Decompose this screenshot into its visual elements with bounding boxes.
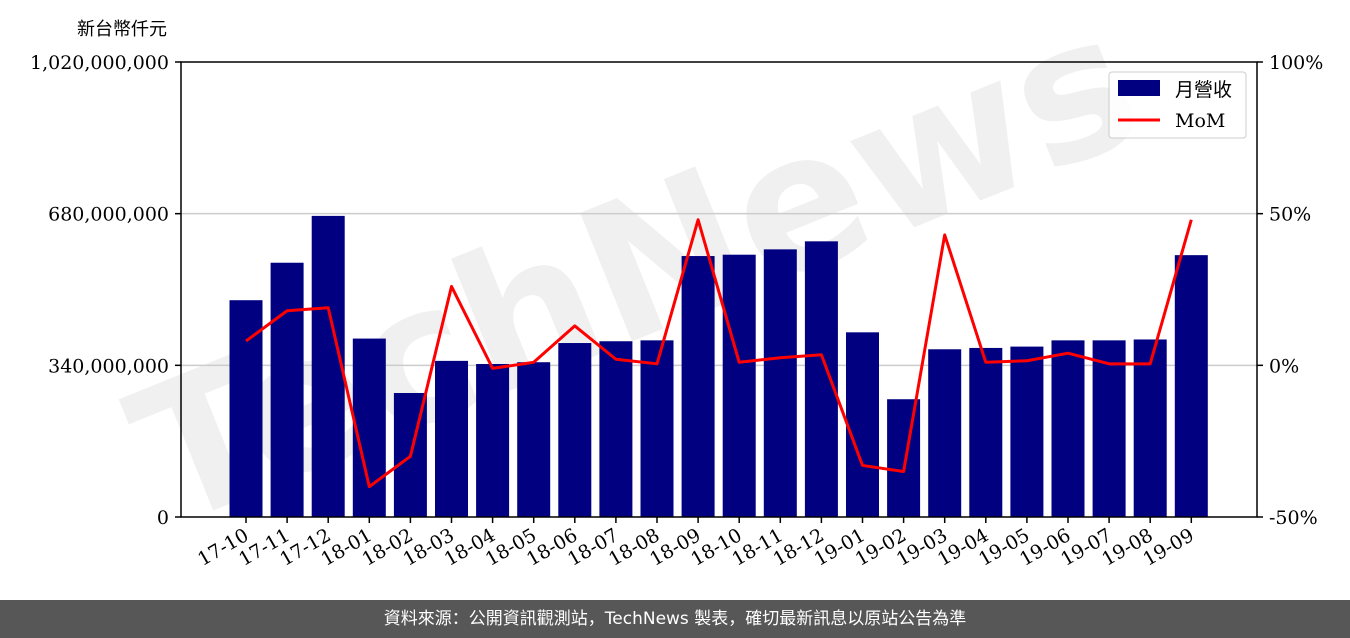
watermark-text: TechNews — [104, 0, 1167, 570]
bar-19-04 — [969, 347, 1003, 517]
legend-swatch-bar — [1118, 80, 1160, 96]
bar-18-08 — [640, 340, 674, 517]
bar-18-10 — [722, 254, 756, 518]
bar-series — [229, 215, 1208, 518]
bar-18-03 — [435, 360, 468, 517]
bar-19-03 — [928, 349, 962, 517]
left-tick-label-2: 680,000,000 — [48, 204, 169, 226]
right-tick-label-3: 100% — [1269, 52, 1323, 74]
bar-19-01 — [846, 332, 879, 517]
bar-19-09 — [1174, 255, 1208, 517]
bar-19-07 — [1092, 340, 1126, 517]
legend: 月營收 MoM — [1108, 71, 1247, 139]
mom-line — [245, 218, 1193, 489]
bar-19-02 — [887, 399, 921, 517]
legend-label-line: MoM — [1175, 110, 1225, 132]
bar-18-11 — [763, 249, 797, 517]
left-tick-label-3: 1,020,000,000 — [30, 52, 169, 74]
right-tick-label-1: 0% — [1269, 355, 1299, 377]
bar-18-01 — [352, 338, 386, 517]
bar-18-06 — [558, 343, 592, 517]
axes — [175, 61, 1263, 523]
bar-18-09 — [681, 256, 715, 517]
revenue-chart: TechNews 17-1017-1117-1218-0118-0218-031… — [30, 0, 1323, 571]
bar-19-08 — [1133, 339, 1167, 517]
bar-18-04 — [476, 363, 510, 517]
bar-19-06 — [1051, 340, 1085, 517]
left-tick-labels: 0 340,000,000 680,000,000 1,020,000,000 — [30, 52, 169, 529]
bar-18-05 — [517, 362, 551, 517]
bar-17-12 — [311, 215, 345, 517]
mom-line-series — [245, 218, 1193, 489]
watermark: TechNews — [104, 0, 1167, 570]
bar-17-11 — [270, 262, 304, 517]
left-tick-label-1: 340,000,000 — [48, 355, 169, 377]
x-tick-labels: 17-1017-1117-1218-0118-0218-0318-0418-05… — [194, 524, 1198, 570]
right-tick-labels: -50% 0% 50% 100% — [1269, 52, 1323, 529]
left-tick-label-0: 0 — [157, 507, 169, 529]
legend-label-bar: 月營收 — [1175, 79, 1232, 101]
right-tick-label-2: 50% — [1269, 204, 1311, 226]
plot-frame — [180, 61, 1258, 518]
bar-18-07 — [599, 341, 633, 517]
bar-17-10 — [229, 300, 263, 517]
source-footer: 資料來源：公開資訊觀測站，TechNews 製表，確切最新訊息以原站公告為準 — [0, 600, 1350, 638]
bar-18-12 — [804, 241, 838, 517]
right-tick-label-0: -50% — [1269, 507, 1318, 529]
unit-label: 新台幣仟元 — [77, 19, 167, 40]
bar-19-05 — [1010, 346, 1044, 517]
